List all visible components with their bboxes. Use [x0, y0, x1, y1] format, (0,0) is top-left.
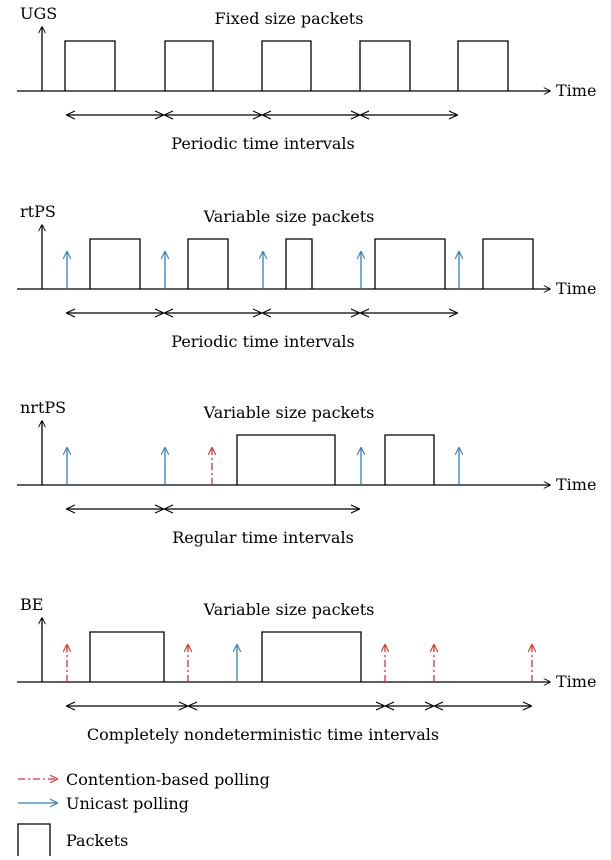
nrtps-packet-2 [384, 434, 435, 485]
rtps-interval-text: Periodic time intervals [171, 332, 354, 351]
ugs-packet-1 [64, 40, 116, 91]
ugs-packet-4 [359, 40, 411, 91]
legend-packet-symbol [17, 823, 51, 856]
nrtps-label: nrtPS [20, 398, 66, 417]
panel-be: BE Variable size packets Time Completely no… [17, 595, 596, 744]
legend-unicast-label: Unicast polling [66, 794, 189, 813]
rtps-packet-4 [374, 238, 446, 289]
legend-packets-label: Packets [66, 831, 128, 850]
legend: Contention-based polling Unicast polling… [17, 770, 270, 856]
ugs-interval-text: Periodic time intervals [171, 134, 354, 153]
ugs-packet-2 [164, 40, 214, 91]
be-time-label: Time [556, 672, 596, 691]
rtps-packet-5 [482, 238, 534, 289]
ugs-packet-5 [457, 40, 509, 91]
ugs-packet-3 [261, 40, 312, 91]
rtps-label: rtPS [20, 202, 56, 221]
legend-contention-label: Contention-based polling [66, 770, 270, 789]
be-interval-text: Completely nondeterministic time interva… [87, 725, 439, 744]
nrtps-time-label: Time [556, 475, 596, 494]
nrtps-title: Variable size packets [203, 403, 375, 422]
be-label: BE [20, 595, 43, 614]
ugs-time-label: Time [556, 81, 596, 100]
rtps-title: Variable size packets [203, 207, 375, 226]
rtps-time-label: Time [556, 279, 596, 298]
nrtps-packet-1 [236, 434, 336, 485]
ugs-title: Fixed size packets [215, 9, 364, 28]
be-packet-1 [89, 631, 165, 682]
panel-rtps: rtPS Variable size packets Time Periodic ti… [17, 202, 596, 351]
ugs-label: UGS [20, 4, 57, 23]
be-title: Variable size packets [203, 600, 375, 619]
nrtps-interval-text: Regular time intervals [172, 528, 354, 547]
rtps-packet-2 [187, 238, 229, 289]
rtps-packet-3 [285, 238, 313, 289]
panel-nrtps: nrtPS Variable size packets Time Regular ti… [17, 398, 596, 547]
rtps-packet-1 [89, 238, 141, 289]
panel-ugs: UGS Fixed size packets Time Periodic time i… [17, 4, 596, 153]
be-packet-2 [261, 631, 362, 682]
panels: UGS Fixed size packets Time Periodic time i… [17, 4, 596, 744]
